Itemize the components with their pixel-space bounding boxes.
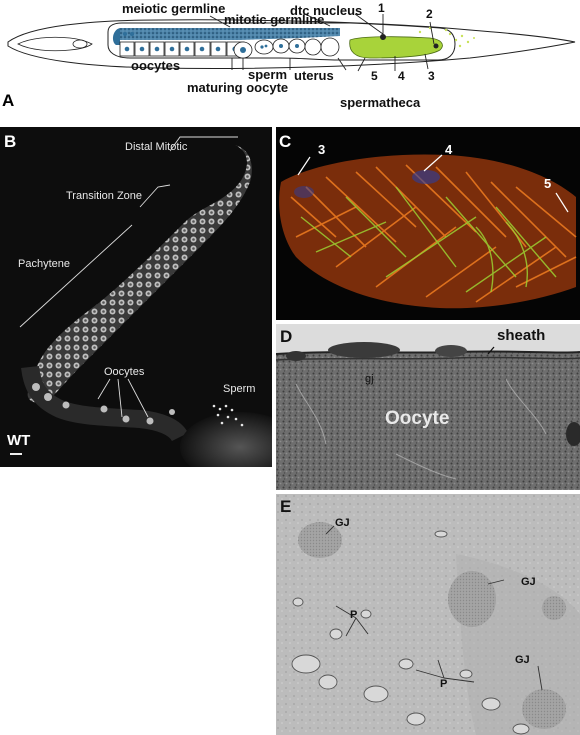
gj-plaque-2 bbox=[448, 571, 496, 627]
label-c-5: 5 bbox=[544, 176, 552, 191]
panel-c-letter: C bbox=[279, 132, 292, 151]
label-a-4: 4 bbox=[398, 69, 405, 83]
label-maturing-oocyte: maturing oocyte bbox=[187, 80, 289, 95]
panel-d-micrograph bbox=[276, 324, 580, 490]
label-oocytes: oocytes bbox=[131, 58, 181, 73]
label-pachytene: Pachytene bbox=[18, 258, 70, 270]
label-transition-zone: Transition Zone bbox=[66, 190, 143, 202]
label-e-gj-3: GJ bbox=[515, 654, 530, 666]
germline-turn bbox=[112, 28, 120, 45]
label-mitotic-germline: mitotic germline bbox=[224, 12, 325, 27]
label-a-5: 5 bbox=[371, 69, 378, 83]
oocyte-row bbox=[119, 41, 245, 57]
label-distal-mitotic: Distal Mitotic bbox=[125, 141, 188, 153]
label-e-gj-1: GJ bbox=[335, 517, 350, 529]
label-c-3: 3 bbox=[318, 142, 326, 157]
panel-b-letter: B bbox=[4, 132, 17, 151]
label-e-p-2: P bbox=[440, 678, 448, 690]
panel-c-micrograph bbox=[276, 127, 580, 320]
panel-a-worm-diagram bbox=[7, 13, 576, 72]
pharynx bbox=[17, 36, 93, 52]
label-oocyte: Oocyte bbox=[385, 408, 450, 429]
label-wt: WT bbox=[7, 432, 31, 449]
label-spermatheca: spermatheca bbox=[340, 95, 421, 110]
label-b-oocytes: Oocytes bbox=[104, 366, 145, 378]
label-e-gj-2: GJ bbox=[521, 576, 536, 588]
label-sheath: sheath bbox=[497, 327, 546, 344]
gj-plaque-1 bbox=[298, 522, 342, 558]
panel-d-letter: D bbox=[280, 327, 293, 346]
label-a-3: 3 bbox=[428, 69, 435, 83]
panel-e-micrograph bbox=[276, 494, 580, 735]
uterus-embryos bbox=[254, 37, 340, 57]
sheath-organelle bbox=[328, 342, 400, 358]
label-e-p-1: P bbox=[350, 609, 358, 621]
gj-plaque-3 bbox=[522, 689, 566, 729]
label-dtc-nucleus: dtc nucleus bbox=[290, 3, 363, 18]
sheath-green bbox=[349, 36, 443, 59]
panel-a-letter: A bbox=[2, 91, 15, 110]
dtc-dot bbox=[380, 34, 386, 40]
label-a-2: 2 bbox=[426, 7, 433, 21]
label-gj-lower: gj bbox=[365, 373, 374, 385]
label-meiotic-germline: meiotic germline bbox=[122, 1, 226, 16]
label-uterus: uterus bbox=[294, 68, 334, 83]
label-sperm: sperm bbox=[248, 67, 288, 82]
label-b-sperm: Sperm bbox=[223, 383, 256, 395]
panel-e-letter: E bbox=[280, 497, 292, 516]
panel-b-micrograph bbox=[0, 127, 272, 467]
label-c-4: 4 bbox=[445, 142, 453, 157]
label-a-1: 1 bbox=[378, 1, 385, 15]
